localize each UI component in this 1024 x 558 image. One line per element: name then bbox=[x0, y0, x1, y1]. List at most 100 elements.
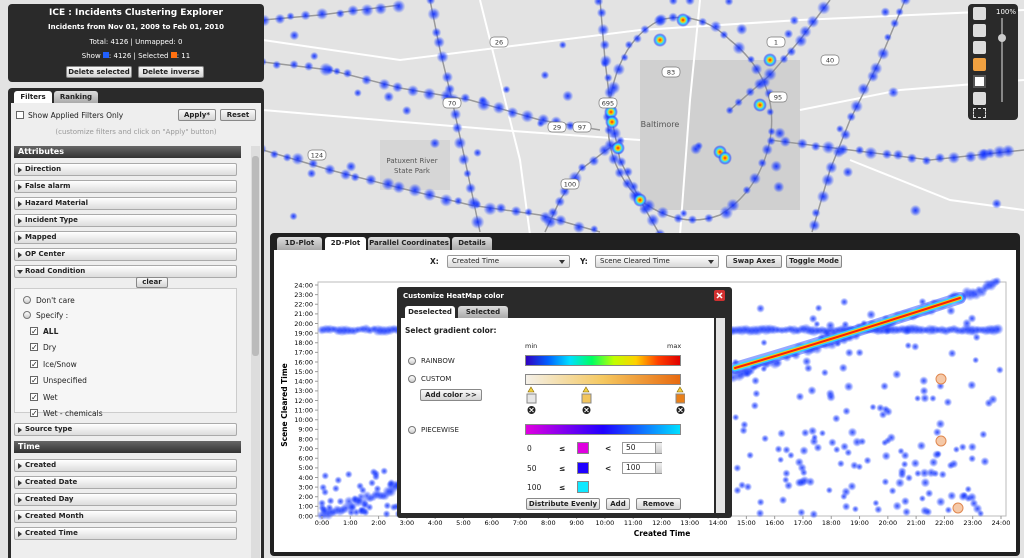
filter-item[interactable]: Hazard Material bbox=[14, 197, 237, 210]
route-shield bbox=[489, 36, 509, 48]
filter-item[interactable]: OP Center bbox=[14, 248, 237, 261]
pan-tool[interactable] bbox=[973, 92, 986, 105]
density-spot bbox=[935, 419, 946, 429]
density-spot bbox=[995, 365, 1004, 374]
spinner[interactable] bbox=[655, 443, 662, 453]
range-color[interactable] bbox=[577, 481, 589, 493]
custom-stops[interactable] bbox=[523, 385, 685, 415]
plot-tab[interactable]: 1D-Plot bbox=[277, 237, 322, 250]
x-field-select[interactable]: Created Time bbox=[447, 255, 570, 268]
zoom-handle[interactable] bbox=[998, 34, 1006, 42]
custom-bar[interactable] bbox=[525, 374, 681, 385]
swap-axes-button[interactable]: Swap Axes bbox=[726, 255, 782, 268]
heat-spot bbox=[274, 13, 286, 25]
add-button[interactable]: Add bbox=[606, 498, 630, 510]
select-tool[interactable] bbox=[973, 75, 986, 88]
zoom-in-tool[interactable] bbox=[973, 7, 986, 20]
rainbow-bar[interactable] bbox=[525, 355, 681, 366]
selected-tab[interactable]: Selected bbox=[458, 306, 508, 318]
y-field-select[interactable]: Scene Cleared Time bbox=[595, 255, 719, 268]
heat-spot bbox=[467, 196, 481, 210]
piecewise-bar[interactable] bbox=[525, 424, 681, 435]
heat-spot bbox=[684, 0, 695, 6]
filter-item[interactable]: Created Day bbox=[14, 493, 237, 506]
scatter-plot[interactable]: Scene Cleared Time Created Time 0:00 1:00… bbox=[274, 250, 1016, 552]
cluster-tool[interactable] bbox=[973, 41, 986, 54]
reset-button[interactable]: Reset bbox=[220, 109, 256, 121]
density-spot bbox=[774, 445, 783, 454]
range-op: ≤ bbox=[559, 463, 566, 473]
filter-item[interactable]: Road Condition bbox=[14, 265, 237, 278]
mode-radio[interactable] bbox=[408, 375, 416, 383]
toggle-mode-button[interactable]: Toggle Mode bbox=[786, 255, 842, 268]
checkbox[interactable]: ✓ bbox=[30, 376, 38, 386]
box-tool[interactable] bbox=[973, 108, 986, 118]
heat-tool[interactable] bbox=[973, 58, 986, 71]
density-spot bbox=[331, 484, 340, 493]
filter-item[interactable]: Created Time bbox=[14, 527, 237, 540]
mode-radio[interactable] bbox=[408, 426, 416, 434]
filter-item[interactable]: Created Month bbox=[14, 510, 237, 523]
mode-radio[interactable] bbox=[408, 357, 416, 365]
plot-tab[interactable]: 2D-Plot bbox=[325, 237, 366, 250]
heat-spot bbox=[335, 9, 345, 19]
delete-inverse-button[interactable]: Delete inverse bbox=[138, 66, 204, 78]
apply-button[interactable]: Apply* bbox=[178, 109, 216, 121]
app-title: ICE : Incidents Clustering Explorer bbox=[49, 8, 223, 18]
scroll-thumb[interactable] bbox=[252, 156, 259, 356]
show-applied-checkbox[interactable] bbox=[16, 111, 24, 119]
heat-spot bbox=[506, 106, 519, 119]
zoom-slider[interactable] bbox=[1001, 18, 1003, 102]
clear-button[interactable]: clear bbox=[136, 277, 168, 288]
delete-selected-button[interactable]: Delete selected bbox=[66, 66, 132, 78]
density-spot bbox=[880, 381, 889, 391]
density-spot bbox=[967, 313, 977, 323]
heat-spot bbox=[543, 214, 557, 229]
add-color-button[interactable]: Add color >> bbox=[420, 389, 482, 401]
y-tick-label: 3:00 bbox=[298, 483, 313, 491]
heat-spot bbox=[709, 20, 722, 33]
ranking-tab[interactable]: Ranking bbox=[54, 91, 98, 103]
route-number: 695 bbox=[602, 100, 614, 108]
density-spot bbox=[828, 438, 837, 447]
range-to-input[interactable]: 50 bbox=[622, 442, 662, 454]
spinner[interactable] bbox=[655, 462, 662, 473]
range-color[interactable] bbox=[577, 461, 589, 474]
filter-item[interactable]: Created Date bbox=[14, 476, 237, 489]
checkbox[interactable]: ✓ bbox=[30, 392, 38, 402]
range-color[interactable] bbox=[577, 442, 589, 454]
layer-tool[interactable] bbox=[973, 24, 986, 37]
filter-item[interactable]: Created bbox=[14, 459, 237, 472]
remove-button[interactable]: Remove bbox=[636, 498, 681, 510]
filter-item[interactable]: Direction bbox=[14, 163, 237, 176]
dialog-scrollbar[interactable] bbox=[716, 318, 725, 513]
density-spot bbox=[916, 441, 927, 451]
period: Incidents from Nov 01, 2009 to Feb 01, 2… bbox=[48, 23, 224, 31]
filter-item[interactable]: Incident Type bbox=[14, 214, 237, 227]
filter-item[interactable]: False alarm bbox=[14, 180, 237, 193]
heat-spot bbox=[742, 185, 752, 195]
heat-spot bbox=[353, 88, 362, 98]
heat-spot bbox=[799, 25, 812, 38]
filters-tab[interactable]: Filters bbox=[14, 91, 52, 104]
checkbox[interactable]: ✓ bbox=[30, 359, 38, 369]
distribute-button[interactable]: Distribute Evenly bbox=[526, 498, 600, 510]
plot-tab[interactable]: Parallel Coordinates bbox=[368, 237, 450, 250]
scrollbar[interactable] bbox=[251, 146, 260, 558]
filter-item[interactable]: Mapped bbox=[14, 231, 237, 244]
selected-spot bbox=[935, 435, 947, 447]
heat-spot bbox=[899, 0, 912, 6]
close-button[interactable] bbox=[714, 290, 725, 301]
heat-spot bbox=[811, 208, 821, 218]
checkbox[interactable]: ✓ bbox=[30, 327, 38, 336]
heat-spot bbox=[457, 153, 470, 166]
heat-spot bbox=[562, 90, 574, 102]
radio-label: Don't care bbox=[36, 296, 75, 305]
filter-item[interactable]: Source type bbox=[14, 423, 237, 436]
radio[interactable] bbox=[23, 311, 31, 319]
radio[interactable] bbox=[23, 296, 31, 304]
checkbox[interactable]: ✓ bbox=[30, 343, 38, 353]
deselected-tab[interactable]: Deselected bbox=[405, 306, 455, 318]
checkbox[interactable]: ✓ bbox=[30, 409, 38, 418]
plot-tab[interactable]: Details bbox=[452, 237, 492, 250]
